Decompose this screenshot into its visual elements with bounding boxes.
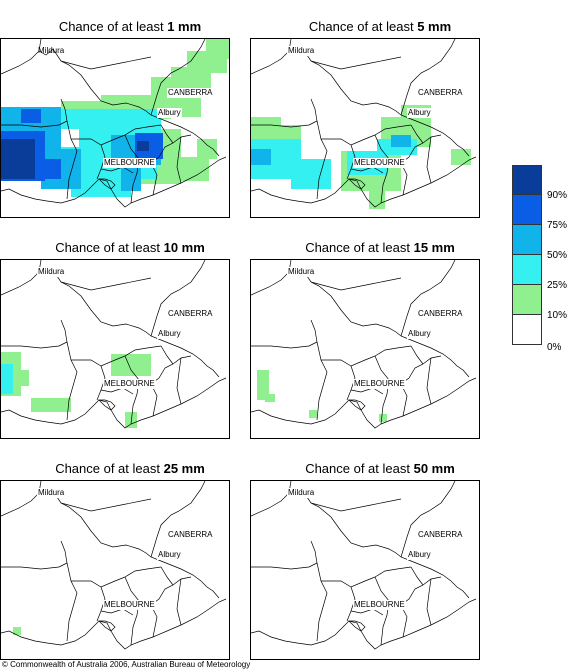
label-canberra: CANBERRA [167, 530, 214, 540]
copyright-notice: © Commonwealth of Australia 2006, Austra… [2, 660, 251, 669]
probability-map: Mildura CANBERRA Albury MELBOURNE [250, 259, 480, 439]
legend-swatch-dark-blue [512, 165, 542, 195]
legend-label: 90% [547, 190, 568, 201]
label-melbourne: MELBOURNE [103, 600, 156, 610]
panel-title: Chance of at least 25 mm [55, 461, 205, 476]
legend-swatch-green [512, 285, 542, 315]
label-albury: Albury [407, 108, 432, 118]
label-mildura: Mildura [37, 267, 66, 277]
label-mildura: Mildura [287, 46, 316, 56]
label-canberra: CANBERRA [417, 309, 464, 319]
panel-title: Chance of at least 50 mm [305, 461, 455, 476]
label-mildura: Mildura [37, 488, 66, 498]
label-mildura: Mildura [287, 267, 316, 277]
label-canberra: CANBERRA [417, 530, 464, 540]
panel-5mm: Chance of at least 5 mm [250, 18, 510, 218]
panel-title: Chance of at least 1 mm [58, 19, 202, 34]
label-canberra: CANBERRA [167, 309, 214, 319]
label-canberra: CANBERRA [167, 88, 214, 98]
panel-10mm: Chance of at least 10 mm Mildura CANBERR… [0, 239, 260, 439]
legend-swatch-white [512, 315, 542, 345]
label-melbourne: MELBOURNE [103, 379, 156, 389]
label-albury: Albury [157, 329, 182, 339]
panel-50mm: Chance of at least 50 mm Mildura CANBERR… [250, 460, 510, 660]
legend-label: 75% [547, 220, 568, 231]
label-albury: Albury [157, 550, 182, 560]
probability-map: Mildura CANBERRA Albury MELBOURNE [0, 480, 230, 660]
panel-title: Chance of at least 5 mm [308, 19, 452, 34]
panel-15mm: Chance of at least 15 mm Mildura CANBERR… [250, 239, 510, 439]
label-melbourne: MELBOURNE [103, 158, 156, 168]
label-mildura: Mildura [38, 46, 65, 55]
legend-swatch-blue [512, 195, 542, 225]
probability-map: Mildura CANBERRA Albury MELBOURNE [0, 259, 230, 439]
legend-swatch-mid-blue [512, 225, 542, 255]
panel-title: Chance of at least 10 mm [55, 240, 205, 255]
legend-label: 0% [547, 342, 562, 353]
panel-25mm: Chance of at least 25 mm Mildura CANBERR… [0, 460, 260, 660]
panel-title: Chance of at least 15 mm [305, 240, 455, 255]
label-melbourne: MELBOURNE [353, 158, 406, 168]
label-albury: Albury [407, 550, 432, 560]
label-melbourne: MELBOURNE [353, 600, 406, 610]
probability-map: Mildura CANBERRA Albury MELBOURNE [250, 38, 480, 218]
probability-map: Mildura CANBERRA Albury MELBOURNE [0, 38, 230, 218]
label-albury: Albury [157, 108, 182, 118]
probability-map: Mildura CANBERRA Albury MELBOURNE [250, 480, 480, 660]
panel-1mm: Chance of at least 1 mm [0, 18, 260, 218]
label-albury: Albury [407, 329, 432, 339]
legend-swatch-cyan [512, 255, 542, 285]
label-mildura: Mildura [287, 488, 316, 498]
legend-label: 50% [547, 250, 568, 261]
legend-label: 25% [547, 280, 568, 291]
color-legend: 90% 75% 50% 25% 10% 0% [512, 165, 570, 365]
legend-label: 10% [547, 310, 568, 321]
label-canberra: CANBERRA [417, 88, 464, 98]
label-melbourne: MELBOURNE [353, 379, 406, 389]
